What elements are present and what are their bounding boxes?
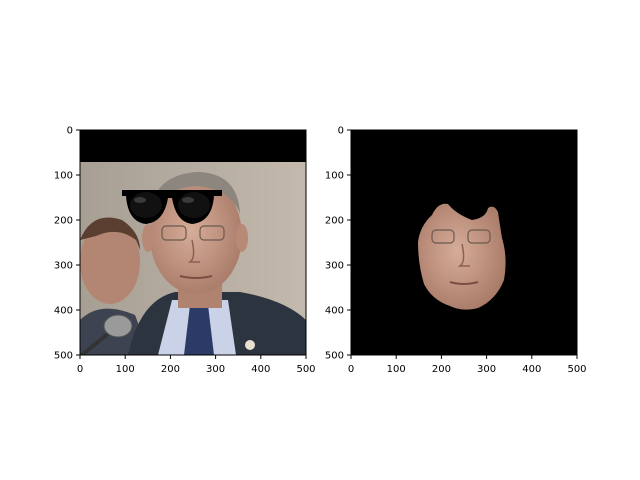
- left-axis-ticks: 0 100 200 300 400 500 0 100 200 300 400 500: [54, 126, 316, 376]
- left-x-tick-label: 0: [77, 364, 83, 375]
- left-y-tick-label: 300: [54, 261, 73, 272]
- right-y-tick-label: 400: [325, 306, 344, 317]
- left-x-tick-label: 400: [251, 364, 270, 375]
- left-y-tick-label: 0: [67, 126, 73, 137]
- left-photo: [80, 130, 306, 355]
- left-x-tick-label: 300: [206, 364, 225, 375]
- right-y-tick-label: 0: [338, 126, 344, 137]
- right-y-tick-label: 100: [325, 171, 344, 182]
- right-x-tick-label: 500: [567, 364, 586, 375]
- masked-face: [418, 203, 506, 310]
- left-y-tick-label: 500: [54, 351, 73, 362]
- right-axis-ticks: 0 100 200 300 400 500 0 100 200 300 400 500: [325, 126, 587, 376]
- left-x-tick-label: 200: [161, 364, 180, 375]
- microphone: [80, 314, 133, 355]
- right-x-tick-label: 300: [477, 364, 496, 375]
- tie: [184, 305, 214, 355]
- right-axes-frame: [350, 129, 578, 356]
- left-y-tick-label: 400: [54, 306, 73, 317]
- left-y-tick-label: 100: [54, 171, 73, 182]
- left-x-tick-label: 500: [296, 364, 315, 375]
- lapel-pin: [245, 340, 255, 350]
- right-x-tick-label: 200: [432, 364, 451, 375]
- right-y-tick-label: 500: [325, 351, 344, 362]
- hair: [150, 172, 240, 220]
- right-x-tick-label: 100: [387, 364, 406, 375]
- main-face: [150, 178, 242, 294]
- sunglasses-overlay: [122, 190, 222, 224]
- left-x-tick-label: 100: [116, 364, 135, 375]
- left-axes-frame: [79, 129, 307, 356]
- right-y-tick-label: 200: [325, 216, 344, 227]
- right-y-tick-label: 300: [325, 261, 344, 272]
- left-image-panel: 0 100 200 300 400 500 0 100 200 300 400 500: [54, 126, 316, 376]
- right-x-tick-label: 0: [348, 364, 354, 375]
- right-photo: [351, 130, 577, 355]
- right-image-panel: 0 100 200 300 400 500 0 100 200 300 400 500: [325, 126, 587, 376]
- left-y-tick-label: 200: [54, 216, 73, 227]
- right-x-tick-label: 400: [522, 364, 541, 375]
- photo-top-black-band: [80, 130, 306, 162]
